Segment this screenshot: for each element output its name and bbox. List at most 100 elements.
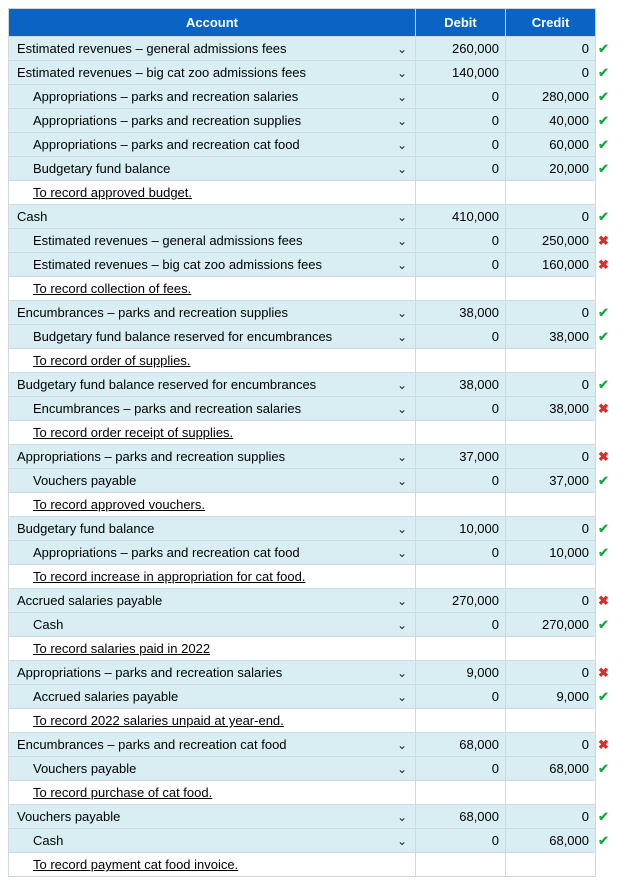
- account-cell[interactable]: Appropriations – parks and recreation sa…: [9, 661, 416, 685]
- debit-cell[interactable]: 0: [416, 325, 506, 349]
- chevron-down-icon[interactable]: ⌄: [397, 450, 407, 464]
- debit-cell[interactable]: 0: [416, 229, 506, 253]
- credit-cell[interactable]: 60,000: [506, 133, 596, 157]
- debit-cell[interactable]: 0: [416, 757, 506, 781]
- debit-cell[interactable]: 0: [416, 541, 506, 565]
- account-cell[interactable]: Budgetary fund balance⌄: [9, 157, 416, 181]
- account-cell[interactable]: Appropriations – parks and recreation ca…: [9, 541, 416, 565]
- credit-cell[interactable]: 280,000: [506, 85, 596, 109]
- account-cell[interactable]: Appropriations – parks and recreation su…: [9, 109, 416, 133]
- account-cell[interactable]: Accrued salaries payable⌄: [9, 589, 416, 613]
- debit-cell[interactable]: 0: [416, 397, 506, 421]
- debit-cell[interactable]: 0: [416, 133, 506, 157]
- account-cell[interactable]: Cash⌄: [9, 205, 416, 229]
- chevron-down-icon[interactable]: ⌄: [397, 762, 407, 776]
- chevron-down-icon[interactable]: ⌄: [397, 42, 407, 56]
- chevron-down-icon[interactable]: ⌄: [397, 474, 407, 488]
- credit-cell[interactable]: 0: [506, 445, 596, 469]
- credit-cell[interactable]: 9,000: [506, 685, 596, 709]
- debit-cell[interactable]: 38,000: [416, 301, 506, 325]
- account-cell[interactable]: Budgetary fund balance reserved for encu…: [9, 325, 416, 349]
- credit-cell[interactable]: 20,000: [506, 157, 596, 181]
- credit-cell[interactable]: 0: [506, 733, 596, 757]
- debit-cell[interactable]: 38,000: [416, 373, 506, 397]
- debit-cell[interactable]: 0: [416, 157, 506, 181]
- account-cell[interactable]: Vouchers payable⌄: [9, 757, 416, 781]
- chevron-down-icon[interactable]: ⌄: [397, 810, 407, 824]
- credit-cell[interactable]: 37,000: [506, 469, 596, 493]
- account-cell[interactable]: Encumbrances – parks and recreation sala…: [9, 397, 416, 421]
- debit-cell[interactable]: 0: [416, 613, 506, 637]
- debit-cell[interactable]: 10,000: [416, 517, 506, 541]
- chevron-down-icon[interactable]: ⌄: [397, 594, 407, 608]
- chevron-down-icon[interactable]: ⌄: [397, 138, 407, 152]
- account-cell[interactable]: Appropriations – parks and recreation ca…: [9, 133, 416, 157]
- debit-cell[interactable]: 0: [416, 109, 506, 133]
- chevron-down-icon[interactable]: ⌄: [397, 234, 407, 248]
- credit-cell[interactable]: 68,000: [506, 829, 596, 853]
- debit-cell[interactable]: 68,000: [416, 733, 506, 757]
- account-cell[interactable]: Cash⌄: [9, 829, 416, 853]
- credit-cell[interactable]: 38,000: [506, 397, 596, 421]
- debit-cell[interactable]: 260,000: [416, 37, 506, 61]
- debit-cell[interactable]: 0: [416, 85, 506, 109]
- debit-cell[interactable]: 270,000: [416, 589, 506, 613]
- credit-cell[interactable]: 0: [506, 661, 596, 685]
- debit-cell[interactable]: 0: [416, 469, 506, 493]
- chevron-down-icon[interactable]: ⌄: [397, 834, 407, 848]
- debit-cell[interactable]: 140,000: [416, 61, 506, 85]
- credit-cell[interactable]: 38,000: [506, 325, 596, 349]
- credit-cell[interactable]: 0: [506, 205, 596, 229]
- chevron-down-icon[interactable]: ⌄: [397, 522, 407, 536]
- chevron-down-icon[interactable]: ⌄: [397, 114, 407, 128]
- credit-cell[interactable]: 68,000: [506, 757, 596, 781]
- debit-cell[interactable]: 68,000: [416, 805, 506, 829]
- chevron-down-icon[interactable]: ⌄: [397, 378, 407, 392]
- chevron-down-icon[interactable]: ⌄: [397, 90, 407, 104]
- account-cell[interactable]: Vouchers payable⌄: [9, 469, 416, 493]
- debit-cell[interactable]: 0: [416, 685, 506, 709]
- account-cell[interactable]: Encumbrances – parks and recreation supp…: [9, 301, 416, 325]
- chevron-down-icon[interactable]: ⌄: [397, 618, 407, 632]
- debit-cell[interactable]: 9,000: [416, 661, 506, 685]
- chevron-down-icon[interactable]: ⌄: [397, 738, 407, 752]
- credit-cell[interactable]: 270,000: [506, 613, 596, 637]
- account-cell[interactable]: Budgetary fund balance⌄: [9, 517, 416, 541]
- credit-cell[interactable]: 10,000: [506, 541, 596, 565]
- chevron-down-icon[interactable]: ⌄: [397, 162, 407, 176]
- chevron-down-icon[interactable]: ⌄: [397, 690, 407, 704]
- account-cell[interactable]: Budgetary fund balance reserved for encu…: [9, 373, 416, 397]
- chevron-down-icon[interactable]: ⌄: [397, 546, 407, 560]
- account-cell[interactable]: Accrued salaries payable⌄: [9, 685, 416, 709]
- credit-cell[interactable]: 0: [506, 61, 596, 85]
- account-cell[interactable]: Appropriations – parks and recreation sa…: [9, 85, 416, 109]
- credit-cell[interactable]: 0: [506, 373, 596, 397]
- credit-cell[interactable]: 250,000: [506, 229, 596, 253]
- credit-cell[interactable]: 0: [506, 301, 596, 325]
- account-cell[interactable]: Vouchers payable⌄: [9, 805, 416, 829]
- credit-cell[interactable]: 0: [506, 589, 596, 613]
- debit-cell[interactable]: 0: [416, 829, 506, 853]
- account-cell[interactable]: Cash⌄: [9, 613, 416, 637]
- account-cell[interactable]: Estimated revenues – general admissions …: [9, 37, 416, 61]
- chevron-down-icon[interactable]: ⌄: [397, 66, 407, 80]
- chevron-down-icon[interactable]: ⌄: [397, 666, 407, 680]
- chevron-down-icon[interactable]: ⌄: [397, 306, 407, 320]
- credit-cell[interactable]: 0: [506, 37, 596, 61]
- credit-cell[interactable]: 160,000: [506, 253, 596, 277]
- debit-cell[interactable]: 410,000: [416, 205, 506, 229]
- credit-cell[interactable]: 0: [506, 517, 596, 541]
- account-cell[interactable]: Encumbrances – parks and recreation cat …: [9, 733, 416, 757]
- credit-cell[interactable]: 40,000: [506, 109, 596, 133]
- debit-cell[interactable]: 37,000: [416, 445, 506, 469]
- account-cell[interactable]: Estimated revenues – general admissions …: [9, 229, 416, 253]
- chevron-down-icon[interactable]: ⌄: [397, 258, 407, 272]
- debit-cell[interactable]: 0: [416, 253, 506, 277]
- account-cell[interactable]: Estimated revenues – big cat zoo admissi…: [9, 61, 416, 85]
- chevron-down-icon[interactable]: ⌄: [397, 210, 407, 224]
- account-cell[interactable]: Estimated revenues – big cat zoo admissi…: [9, 253, 416, 277]
- chevron-down-icon[interactable]: ⌄: [397, 330, 407, 344]
- chevron-down-icon[interactable]: ⌄: [397, 402, 407, 416]
- account-cell[interactable]: Appropriations – parks and recreation su…: [9, 445, 416, 469]
- credit-cell[interactable]: 0: [506, 805, 596, 829]
